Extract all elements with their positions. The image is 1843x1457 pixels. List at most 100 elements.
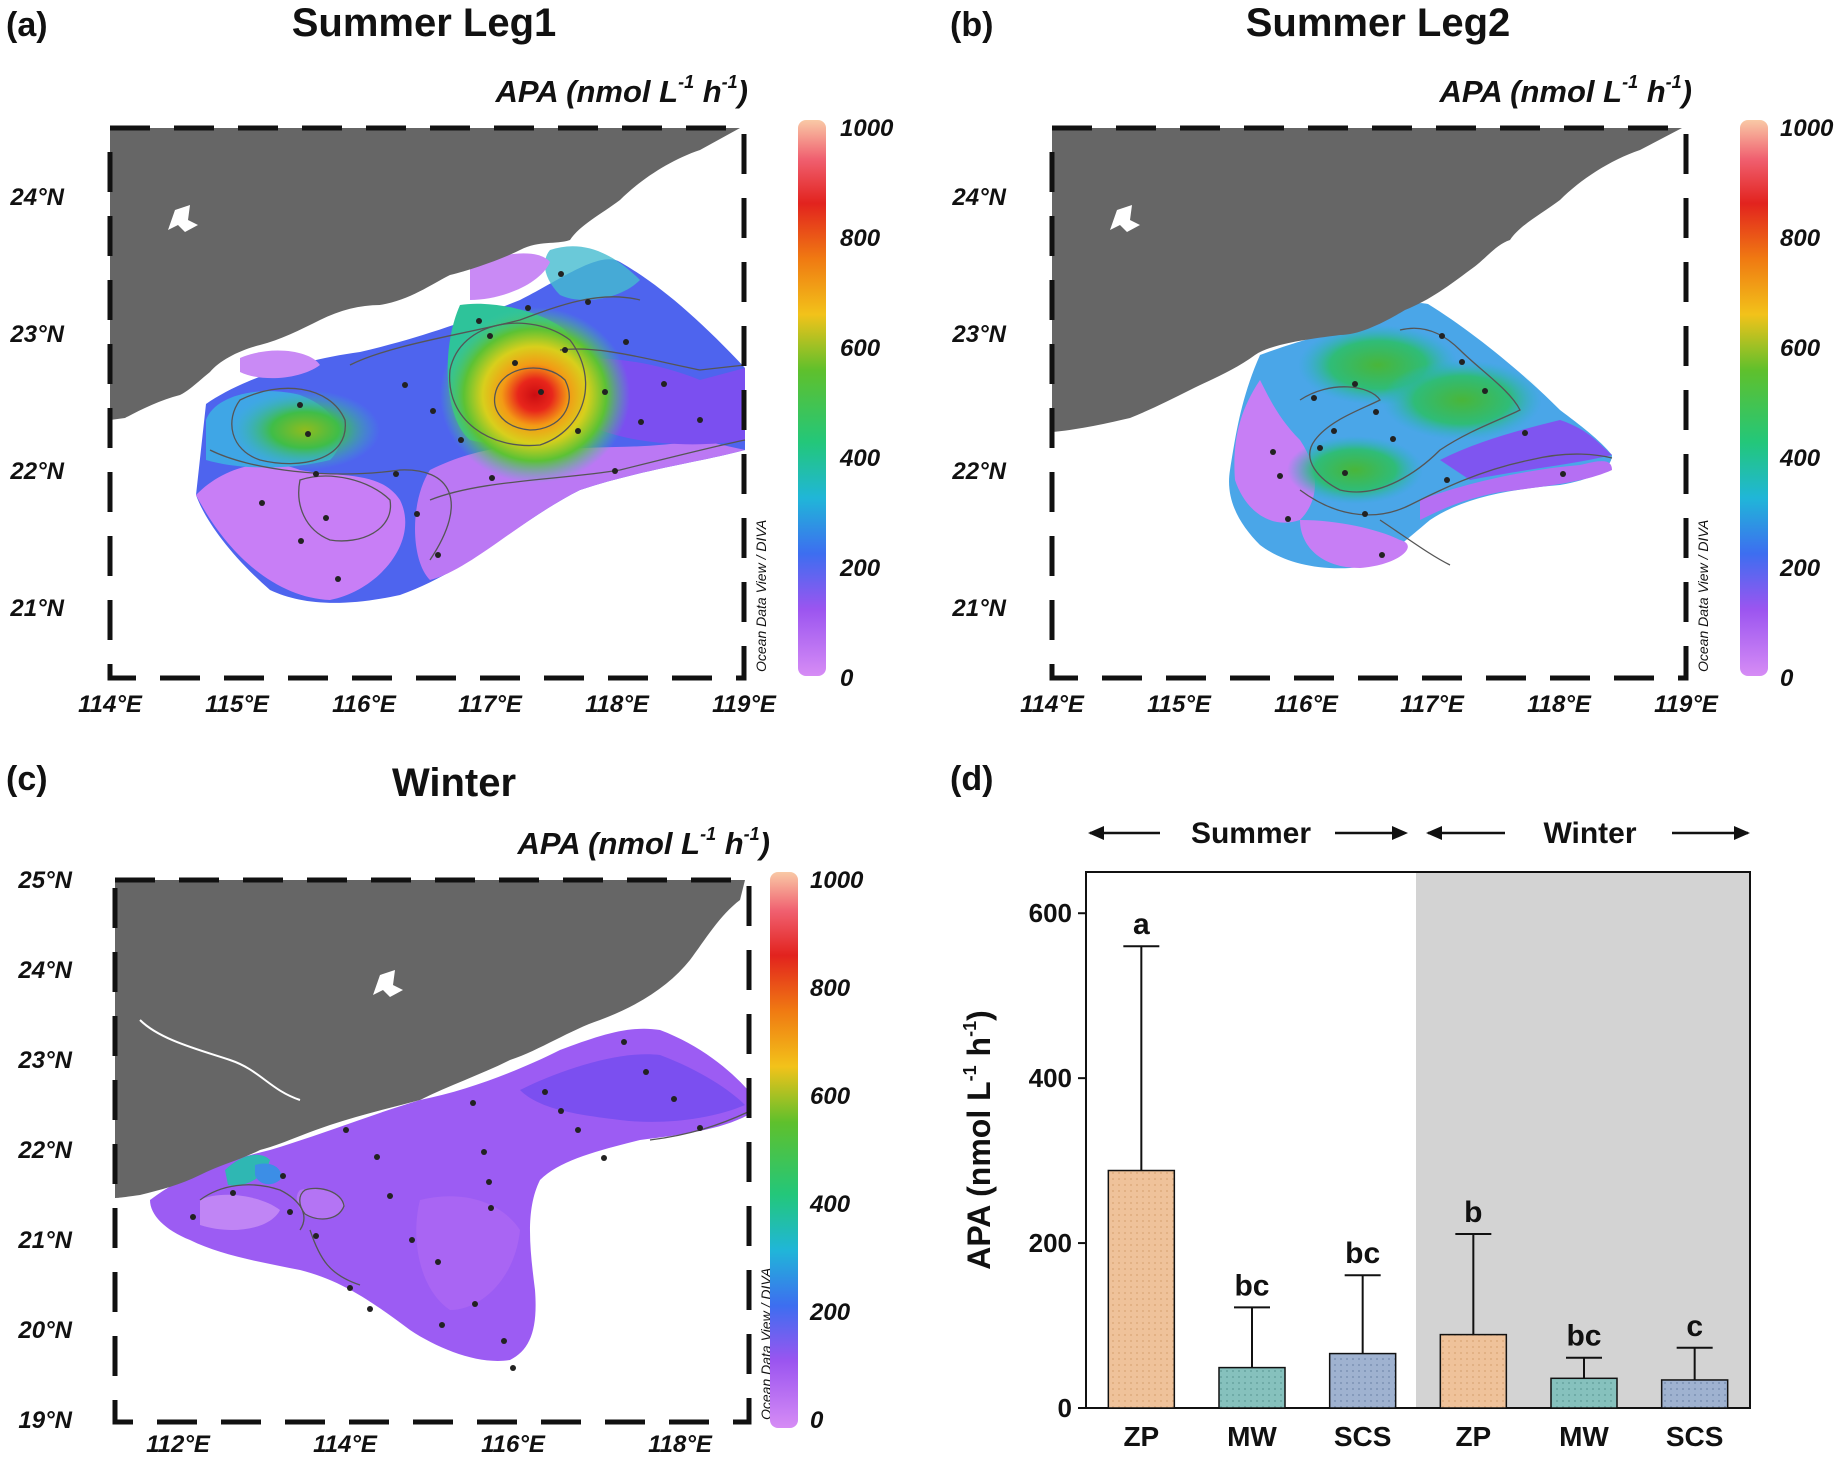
panel-b-title: Summer Leg2 xyxy=(1246,1,1511,45)
panel-b-lon-tick: 118°E xyxy=(1527,691,1592,718)
panel-b-lon-tick: 115°E xyxy=(1147,691,1212,718)
x-category-label: ZP xyxy=(1123,1421,1159,1452)
bar-chart-marks: 0 200 400 600 a ZP bc MW bc SCS b ZP bc MW c SCS xyxy=(1029,898,1729,1452)
panel-a-unit-label: APA (nmol L-1 h-1) xyxy=(495,72,748,109)
panel-a-lat-tick: 22°N xyxy=(9,458,64,485)
panel-a-lat-tick: 21°N xyxy=(9,595,64,622)
panel-a-colorbar-tick: 600 xyxy=(840,335,881,362)
panel-c-lon-tick: 112°E xyxy=(146,1431,211,1457)
significance-label: c xyxy=(1686,1310,1703,1343)
panel-c-lon-tick: 114°E xyxy=(313,1431,378,1457)
panel-c-colorbar-tick: 200 xyxy=(809,1299,851,1326)
winter-band xyxy=(1416,872,1750,1408)
panel-a-lat-tick: 24°N xyxy=(9,184,64,211)
panel-a-lon-tick: 116°E xyxy=(332,691,397,718)
panel-b-label: (b) xyxy=(950,6,993,44)
panel-c-stations xyxy=(190,1039,703,1371)
bar-mw-summer xyxy=(1218,1366,1286,1409)
panel-a-title: Summer Leg1 xyxy=(292,1,557,45)
x-category-label: MW xyxy=(1559,1421,1609,1452)
panel-c-colorbar-tick: 600 xyxy=(810,1083,851,1110)
significance-label: b xyxy=(1464,1196,1482,1229)
bar-zp-summer xyxy=(1107,1169,1176,1409)
panel-c-lat-tick: 24°N xyxy=(17,957,72,984)
panel-b-lon-tick: 116°E xyxy=(1274,691,1339,718)
x-category-label: MW xyxy=(1227,1421,1277,1452)
bar-scs-winter xyxy=(1660,1379,1729,1409)
y-tick-label: 200 xyxy=(1029,1228,1072,1258)
y-tick-label: 600 xyxy=(1029,898,1072,928)
panel-c-colorbar-tick: 1000 xyxy=(810,867,864,894)
panel-b-colorbar-tick: 200 xyxy=(1779,555,1821,582)
panel-c-lat-tick: 20°N xyxy=(17,1317,72,1344)
panel-b-hotspot-south xyxy=(1287,436,1423,504)
panel-c-colorbar-tick: 400 xyxy=(809,1191,851,1218)
panel-b-stations xyxy=(1270,333,1566,558)
y-tick-label: 0 xyxy=(1058,1393,1072,1423)
bar-zp-winter xyxy=(1439,1333,1508,1409)
significance-label: bc xyxy=(1234,1269,1269,1302)
panel-a-lon-tick: 114°E xyxy=(78,691,143,718)
panel-b-colorbar-tick: 800 xyxy=(1780,225,1821,252)
panel-b: (b) Summer Leg2 APA (nmol L-1 h-1) xyxy=(950,1,1834,718)
panel-c-colorbar-tick: 800 xyxy=(810,975,851,1002)
panel-b-lon-tick: 119°E xyxy=(1654,691,1719,718)
x-category-label: SCS xyxy=(1666,1421,1724,1452)
panel-a-hotspot-west xyxy=(230,390,380,470)
panel-a-colorbar-tick: 1000 xyxy=(840,115,894,142)
panel-b-lat-tick: 23°N xyxy=(951,321,1006,348)
panel-b-colorbar-tick: 0 xyxy=(1780,665,1794,692)
panel-c-land xyxy=(115,880,745,1198)
panel-d-label: (d) xyxy=(950,760,993,798)
y-tick-label: 400 xyxy=(1029,1063,1072,1093)
panel-b-credit: Ocean Data View / DIVA xyxy=(1695,520,1711,672)
panel-a-lon-tick: 117°E xyxy=(458,691,523,718)
panel-c-map xyxy=(112,877,752,1425)
season-label-summer: Summer xyxy=(1191,817,1311,850)
panel-b-colorbar: 1000 800 600 400 200 0 xyxy=(1740,115,1834,692)
panel-a-label: (a) xyxy=(6,6,48,44)
season-label-winter: Winter xyxy=(1543,817,1636,850)
panel-a-colorbar-tick: 200 xyxy=(839,555,881,582)
y-axis-label: APA (nmol L-1 h-1) xyxy=(960,1010,997,1270)
panel-a: (a) Summer Leg1 APA (nmol L-1 h-1) xyxy=(6,1,894,718)
panel-a-lon-tick: 118°E xyxy=(585,691,650,718)
panel-a-stations xyxy=(259,271,703,582)
panel-b-lat-tick: 24°N xyxy=(951,184,1006,211)
panel-b-lon-tick: 117°E xyxy=(1400,691,1465,718)
panel-c-colorbar: 1000 800 600 400 200 0 xyxy=(770,867,864,1434)
panel-b-hotspot-east xyxy=(1382,360,1542,440)
panel-c-colorbar-tick: 0 xyxy=(810,1407,824,1434)
panel-a-hotspot-east xyxy=(440,307,630,483)
arrow-left-icon xyxy=(1088,826,1104,840)
arrow-right-icon xyxy=(1734,826,1750,840)
bar-mw-winter xyxy=(1550,1377,1618,1409)
significance-label: a xyxy=(1133,908,1150,941)
panel-a-lon-tick: 115°E xyxy=(205,691,270,718)
panel-a-colorbar-tick: 800 xyxy=(840,225,881,252)
panel-c-title: Winter xyxy=(392,761,516,805)
panel-d: (d) Summer Winter APA (nmol L-1 h-1) 0 20… xyxy=(950,760,1751,1452)
x-category-label: ZP xyxy=(1455,1421,1491,1452)
panel-b-map xyxy=(1049,125,1689,681)
panel-b-land xyxy=(1052,128,1682,432)
panel-c-lat-tick: 23°N xyxy=(17,1047,72,1074)
x-category-label: SCS xyxy=(1334,1421,1392,1452)
panel-c-lat-tick: 21°N xyxy=(17,1227,72,1254)
season-header: Summer Winter xyxy=(1088,817,1750,850)
panel-a-colorbar-tick: 400 xyxy=(839,445,881,472)
arrow-right-icon xyxy=(1392,826,1408,840)
panel-c-lat-tick: 19°N xyxy=(18,1407,72,1434)
panel-a-lat-tick: 23°N xyxy=(9,321,64,348)
arrow-left-icon xyxy=(1426,826,1442,840)
plot-area xyxy=(1085,871,1751,1409)
panel-c-lon-tick: 118°E xyxy=(648,1431,713,1457)
panel-c-unit-label: APA (nmol L-1 h-1) xyxy=(517,824,770,861)
panel-b-lat-tick: 22°N xyxy=(951,458,1006,485)
panel-b-lat-tick: 21°N xyxy=(951,595,1006,622)
panel-b-unit-label: APA (nmol L-1 h-1) xyxy=(1439,72,1692,109)
panel-a-colorbar: 1000 800 600 400 200 0 xyxy=(798,115,894,692)
panel-c-lon-tick: 116°E xyxy=(481,1431,546,1457)
panel-a-lon-tick: 119°E xyxy=(712,691,777,718)
